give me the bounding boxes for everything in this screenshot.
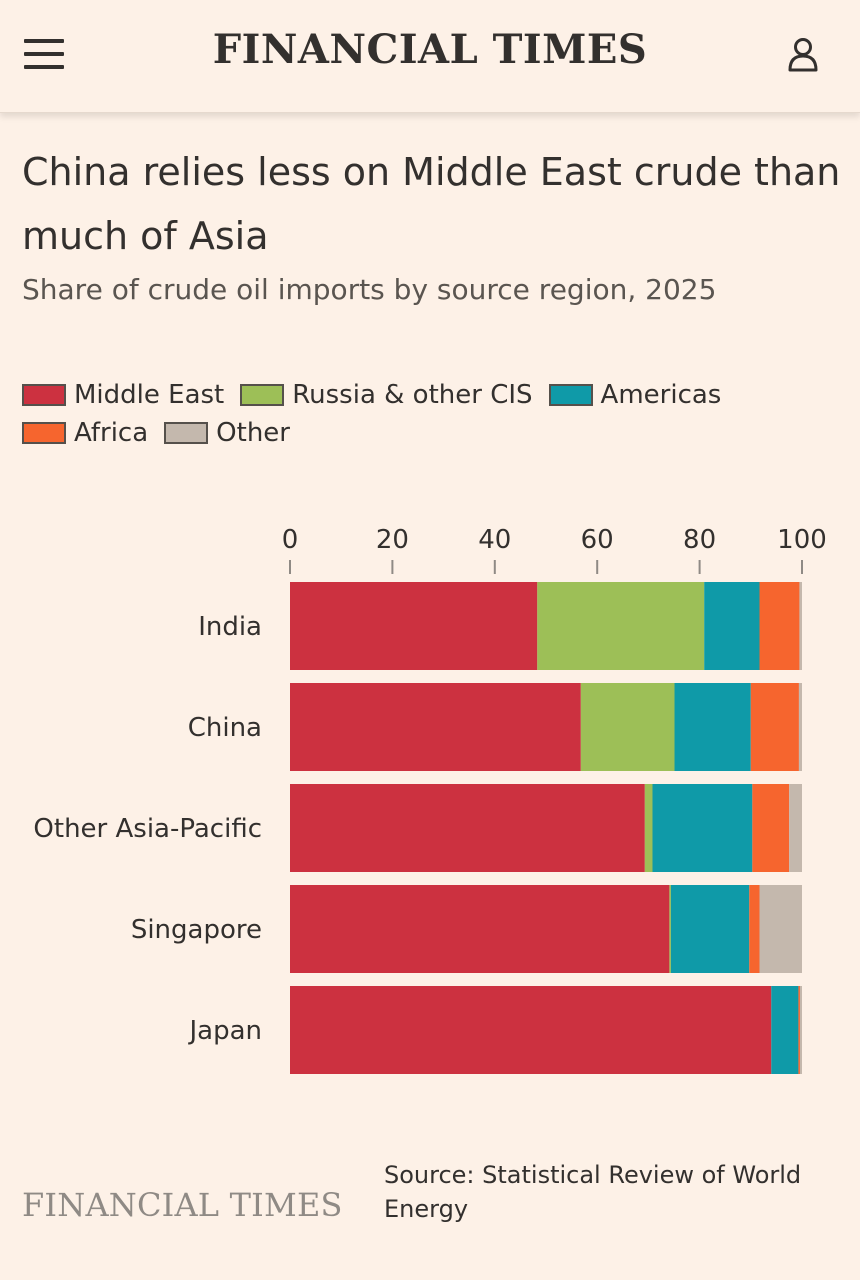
legend-row: Africa Other bbox=[22, 414, 842, 452]
bar-segment bbox=[799, 986, 802, 1074]
x-tick-label: 20 bbox=[376, 525, 409, 555]
bar-segment bbox=[290, 885, 670, 973]
bar-segment bbox=[290, 582, 538, 670]
legend-swatch bbox=[22, 422, 66, 444]
bar-segment bbox=[290, 683, 581, 771]
legend-label: Africa bbox=[74, 418, 149, 448]
bar-segment bbox=[652, 784, 753, 872]
site-logo[interactable]: FINANCIAL TIMES bbox=[212, 26, 648, 73]
x-tick-label: 40 bbox=[478, 525, 511, 555]
legend-label: Russia & other CIS bbox=[292, 380, 533, 410]
legend-swatch bbox=[164, 422, 209, 444]
bar-segment bbox=[750, 683, 799, 771]
legend-swatch bbox=[22, 384, 66, 406]
bar-segment bbox=[290, 986, 772, 1074]
legend-item-middle-east: Middle East bbox=[22, 380, 224, 410]
legend-swatch bbox=[240, 384, 285, 406]
legend-item-russia-cis: Russia & other CIS bbox=[240, 380, 533, 410]
chart-legend: Middle East Russia & other CIS Americas … bbox=[22, 376, 842, 452]
bar-segment bbox=[798, 683, 802, 771]
x-tick-label: 100 bbox=[777, 525, 827, 555]
category-label: India bbox=[198, 612, 262, 642]
legend-item-africa: Africa bbox=[22, 418, 148, 448]
bar-segment bbox=[674, 683, 751, 771]
legend-swatch bbox=[548, 384, 593, 406]
bar-segment bbox=[537, 582, 705, 670]
chart-title: China relies less on Middle East crude t… bbox=[22, 150, 841, 258]
category-label: Japan bbox=[187, 1016, 262, 1046]
bar-segment bbox=[749, 885, 760, 973]
bar-segment bbox=[759, 885, 802, 973]
bar-segment bbox=[752, 784, 790, 872]
bar-segment bbox=[759, 582, 800, 670]
legend-label: Middle East bbox=[74, 380, 225, 410]
bar-segment bbox=[669, 885, 671, 973]
x-tick-label: 0 bbox=[282, 525, 299, 555]
legend-row: Middle East Russia & other CIS Americas bbox=[22, 376, 842, 414]
bar-segment bbox=[704, 582, 760, 670]
top-bar: FINANCIAL TIMES bbox=[0, 0, 860, 113]
legend-label: Americas bbox=[600, 380, 722, 410]
legend-item-other: Other bbox=[164, 418, 290, 448]
legend-label: Other bbox=[216, 418, 290, 448]
bar-segment bbox=[771, 986, 799, 1074]
footer-logo: FINANCIAL TIMES bbox=[22, 1186, 343, 1224]
bar-segment bbox=[670, 885, 750, 973]
source-note: Source: Statistical Review of World Ener… bbox=[384, 1161, 802, 1223]
bar-segment bbox=[644, 784, 653, 872]
category-label: Other Asia-Pacific bbox=[33, 814, 262, 844]
bar-segment bbox=[580, 683, 675, 771]
x-tick-label: 80 bbox=[683, 525, 716, 555]
x-tick-label: 60 bbox=[581, 525, 614, 555]
bar-segment bbox=[789, 784, 802, 872]
bar-segment bbox=[799, 582, 802, 670]
category-label: China bbox=[188, 713, 262, 743]
bar-segment bbox=[798, 986, 800, 1074]
stacked-bar-chart: 0 20 40 60 80 100 India China Other Asia-Pacific… bbox=[33, 525, 827, 1074]
legend-item-americas: Americas bbox=[548, 380, 722, 410]
chart-subtitle: Share of crude oil imports by source reg… bbox=[22, 273, 717, 306]
user-account-icon[interactable] bbox=[786, 36, 820, 74]
category-label: Singapore bbox=[131, 915, 262, 945]
bar-segment bbox=[290, 784, 645, 872]
hamburger-menu-icon[interactable] bbox=[24, 37, 64, 71]
